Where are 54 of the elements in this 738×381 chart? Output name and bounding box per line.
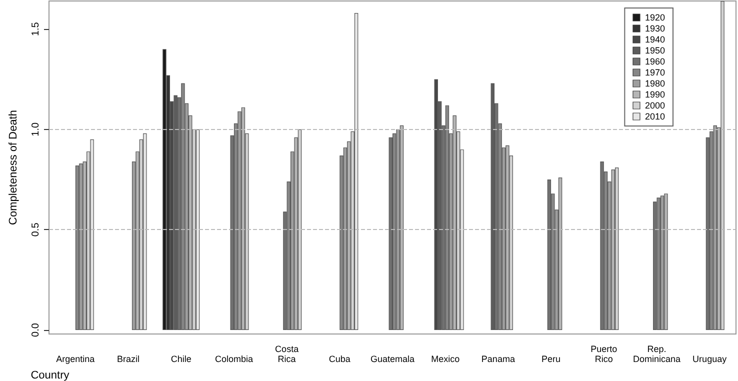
x-tick-label: Mexico bbox=[431, 354, 460, 364]
bar bbox=[490, 83, 494, 330]
x-tick-label: Brazil bbox=[117, 354, 140, 364]
legend-label: 2000 bbox=[644, 100, 666, 110]
bar bbox=[75, 165, 80, 330]
bar bbox=[162, 49, 166, 330]
x-tick-label: Cuba bbox=[328, 354, 350, 364]
y-axis-title: Completeness of Death bbox=[8, 110, 20, 225]
x-tick-label: Chile bbox=[170, 354, 192, 364]
x-tick-label: Costa Rica bbox=[275, 344, 299, 364]
y-tick-label: 0.0 bbox=[30, 322, 42, 337]
legend-label: 1940 bbox=[644, 34, 666, 44]
bar bbox=[392, 133, 396, 330]
y-tick-label: 1.0 bbox=[30, 122, 42, 136]
x-tick-label: Argentina bbox=[56, 354, 95, 364]
x-tick-label: Rep. Dominicana bbox=[632, 344, 680, 364]
y-tick-label: 0.5 bbox=[30, 222, 42, 237]
bar bbox=[181, 83, 185, 330]
bar bbox=[713, 125, 717, 330]
x-axis-title: Country bbox=[30, 369, 70, 381]
bar bbox=[656, 198, 660, 330]
bar bbox=[90, 139, 94, 330]
x-tick-label: Puerto Rico bbox=[590, 344, 618, 364]
bar bbox=[660, 196, 664, 330]
bar bbox=[720, 1, 724, 330]
legend-label: 2010 bbox=[644, 112, 666, 122]
y-tick-label: 1.5 bbox=[30, 22, 42, 36]
legend-label: 1960 bbox=[644, 56, 666, 66]
legend-label: 1980 bbox=[644, 78, 666, 88]
bar bbox=[600, 161, 604, 330]
bar bbox=[396, 129, 400, 330]
legend-label: 1930 bbox=[644, 24, 666, 34]
bar bbox=[238, 111, 242, 330]
legend-label: 1990 bbox=[644, 90, 666, 100]
bar bbox=[653, 202, 657, 330]
bar bbox=[547, 180, 552, 330]
legend-label: 1950 bbox=[644, 46, 666, 56]
bar bbox=[143, 133, 147, 330]
bar bbox=[434, 79, 438, 330]
bar bbox=[388, 137, 392, 330]
bar bbox=[298, 129, 302, 330]
legend-label: 1970 bbox=[644, 68, 666, 78]
bar bbox=[614, 168, 619, 330]
x-tick-label: Guatemala bbox=[370, 354, 415, 364]
bar bbox=[174, 95, 178, 330]
x-tick-label: Panama bbox=[481, 354, 515, 364]
legend-label: 1920 bbox=[644, 12, 666, 22]
x-tick-label: Peru bbox=[542, 354, 561, 364]
x-tick-label: Uruguay bbox=[692, 354, 728, 364]
x-tick-label: Colombia bbox=[214, 354, 253, 364]
bar bbox=[445, 105, 450, 330]
bar bbox=[196, 129, 200, 330]
bar bbox=[79, 163, 83, 330]
bar bbox=[354, 13, 358, 330]
